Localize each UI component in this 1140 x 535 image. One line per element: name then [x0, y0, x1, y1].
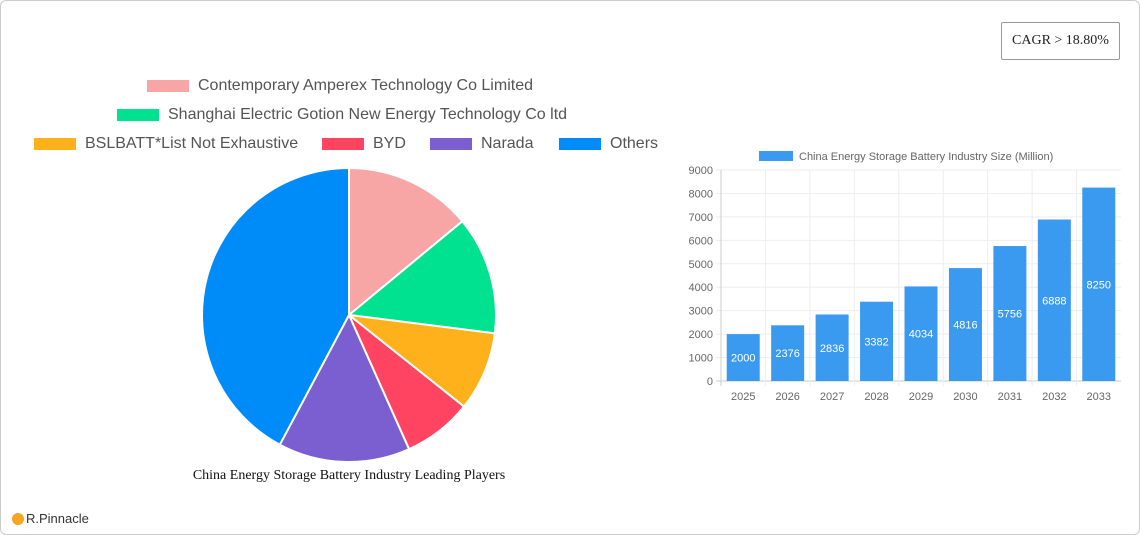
bar[interactable] [1037, 219, 1071, 381]
legend-swatch [559, 138, 601, 150]
legend-label: Shanghai Electric Gotion New Energy Tech… [168, 106, 568, 123]
pie-chart [201, 166, 497, 463]
legend-item-others[interactable]: Others [559, 135, 658, 153]
legend-item-gotion[interactable]: Shanghai Electric Gotion New Energy Tech… [117, 106, 567, 124]
y-tick-label: 1000 [689, 353, 713, 365]
bar-legend-swatch [759, 151, 793, 161]
y-tick-label: 0 [707, 376, 713, 388]
y-tick-label: 2000 [689, 329, 713, 341]
legend-swatch [117, 109, 159, 121]
x-tick-label: 2031 [998, 391, 1022, 403]
y-tick-label: 8000 [689, 188, 713, 200]
y-tick-label: 4000 [689, 282, 713, 294]
x-tick-label: 2026 [775, 391, 799, 403]
legend-swatch [430, 138, 472, 150]
x-tick-label: 2027 [820, 391, 844, 403]
bar[interactable] [904, 286, 938, 381]
y-tick-label: 6000 [689, 235, 713, 247]
bar-value-label: 8250 [1087, 279, 1111, 291]
bar[interactable] [726, 334, 760, 381]
x-tick-label: 2030 [953, 391, 977, 403]
legend-label: Contemporary Amperex Technology Co Limit… [198, 77, 533, 94]
logo-text: R.Pinnacle [26, 511, 89, 526]
bar[interactable] [815, 314, 849, 381]
pie-slice[interactable] [346, 219, 497, 335]
legend-swatch [322, 138, 364, 150]
legend-swatch [147, 80, 189, 92]
bar-value-label: 6888 [1042, 295, 1066, 307]
pie-slice[interactable] [278, 312, 411, 463]
legend-label: Narada [481, 135, 534, 152]
x-tick-label: 2033 [1087, 391, 1111, 403]
x-tick-label: 2029 [909, 391, 933, 403]
bar-value-label: 4034 [909, 329, 933, 341]
y-tick-label: 5000 [689, 259, 713, 271]
legend-label: BSLBATT*List Not Exhaustive [85, 135, 299, 152]
pie-slice[interactable] [201, 166, 350, 447]
legend-item-byd[interactable]: BYD [322, 135, 406, 153]
bar-chart: China Energy Storage Battery Industry Si… [689, 151, 1121, 403]
bar-value-label: 2000 [731, 353, 755, 365]
bar-value-label: 2836 [820, 343, 844, 355]
pie-slice[interactable] [348, 166, 464, 318]
bar[interactable] [948, 268, 982, 381]
x-tick-label: 2028 [864, 391, 888, 403]
y-tick-label: 7000 [689, 212, 713, 224]
bar-value-label: 2376 [775, 348, 799, 360]
x-tick-label: 2032 [1042, 391, 1066, 403]
pie-title: China Energy Storage Battery Industry Le… [192, 468, 506, 483]
x-tick-label: 2025 [731, 391, 755, 403]
bar[interactable] [1082, 187, 1116, 381]
legend-item-bslbatt[interactable]: BSLBATT*List Not Exhaustive [34, 135, 298, 153]
logo: R.Pinnacle [12, 511, 89, 526]
bar[interactable] [771, 325, 805, 381]
bar-value-label: 4816 [953, 320, 977, 332]
bar-value-label: 5756 [998, 309, 1022, 321]
legend-item-catl[interactable]: Contemporary Amperex Technology Co Limit… [147, 77, 533, 95]
legend-label: Others [610, 135, 659, 152]
legend-swatch [34, 138, 76, 150]
y-tick-label: 9000 [689, 165, 713, 177]
bar-value-label: 3382 [864, 336, 888, 348]
cagr-badge: CAGR > 18.80% [1001, 22, 1120, 60]
bar[interactable] [860, 301, 894, 381]
logo-icon [12, 512, 24, 525]
bar[interactable] [993, 246, 1027, 381]
y-tick-label: 3000 [689, 306, 713, 318]
legend-item-narada[interactable]: Narada [430, 135, 533, 153]
legend-label: BYD [373, 135, 406, 152]
bar-legend-label: China Energy Storage Battery Industry Si… [799, 151, 1053, 163]
